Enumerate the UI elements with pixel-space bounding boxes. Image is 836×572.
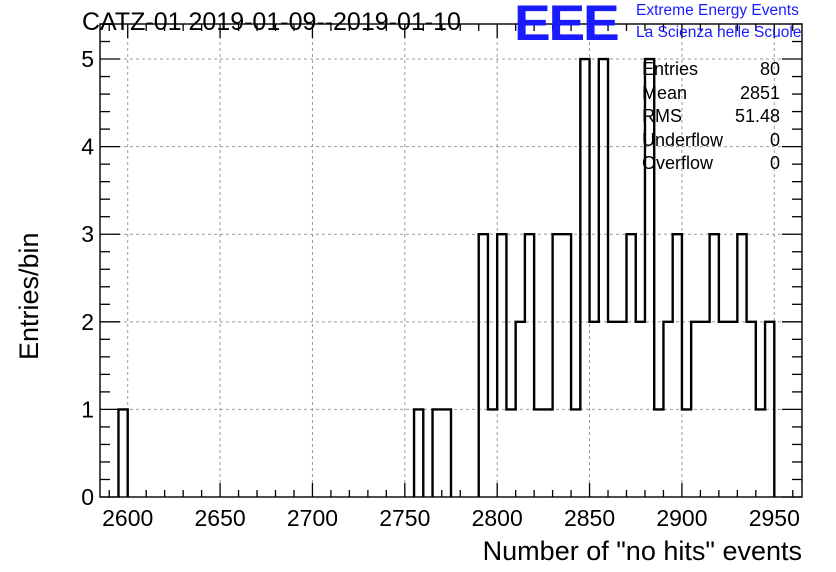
eee-logo: EEE — [514, 0, 620, 51]
y-tick-label: 1 — [81, 396, 94, 422]
stat-value: 0 — [769, 129, 780, 150]
stats-box: Entries 80 Mean 2851 RMS 51.48 Underflow 0 O… — [642, 58, 780, 176]
y-tick-label: 2 — [81, 309, 94, 335]
logo-line-2: La Scienza nelle Scuole — [636, 24, 802, 41]
tick-labels: 2600 2650 2700 2750 2800 2850 2900 2950 0 1 2 3 4 5 — [81, 46, 800, 531]
stat-label: Overflow — [642, 153, 714, 174]
stat-value: 2851 — [739, 82, 780, 103]
y-tick-label: 4 — [81, 134, 94, 160]
x-tick-label: 2600 — [102, 505, 153, 531]
x-tick-label: 2850 — [564, 505, 615, 531]
x-tick-label: 2750 — [379, 505, 430, 531]
histogram-outline — [117, 57, 776, 497]
y-axis-label: Entries/bin — [14, 232, 44, 360]
stat-overflow: Overflow 0 — [642, 152, 780, 176]
y-tick-label: 0 — [81, 484, 94, 510]
stat-value: 0 — [769, 153, 780, 174]
x-tick-label: 2800 — [472, 505, 523, 531]
chart-title: CATZ-01 2019-01-09--2019-01-10 — [82, 8, 461, 36]
stat-value: 80 — [759, 59, 780, 79]
x-tick-label: 2700 — [287, 505, 338, 531]
stat-label: RMS — [642, 106, 682, 127]
stat-underflow: Underflow 0 — [642, 129, 780, 153]
stat-value: 51.48 — [734, 106, 780, 127]
x-tick-label: 2950 — [749, 505, 800, 531]
stat-entries: Entries 80 — [642, 58, 780, 82]
stat-label: Mean — [642, 82, 688, 103]
plot-frame — [99, 23, 803, 498]
y-tick-label: 5 — [81, 46, 94, 72]
logo-line-1: Extreme Energy Events — [636, 2, 799, 19]
x-tick-label: 2900 — [656, 505, 707, 531]
stat-label: Underflow — [642, 129, 724, 150]
y-tick-label: 3 — [81, 221, 94, 247]
x-axis-label: Number of "no hits" events — [482, 536, 802, 566]
stat-rms: RMS 51.48 — [642, 105, 780, 129]
x-tick-label: 2650 — [194, 505, 245, 531]
stat-mean: Mean 2851 — [642, 82, 780, 106]
stat-label: Entries — [642, 59, 699, 79]
